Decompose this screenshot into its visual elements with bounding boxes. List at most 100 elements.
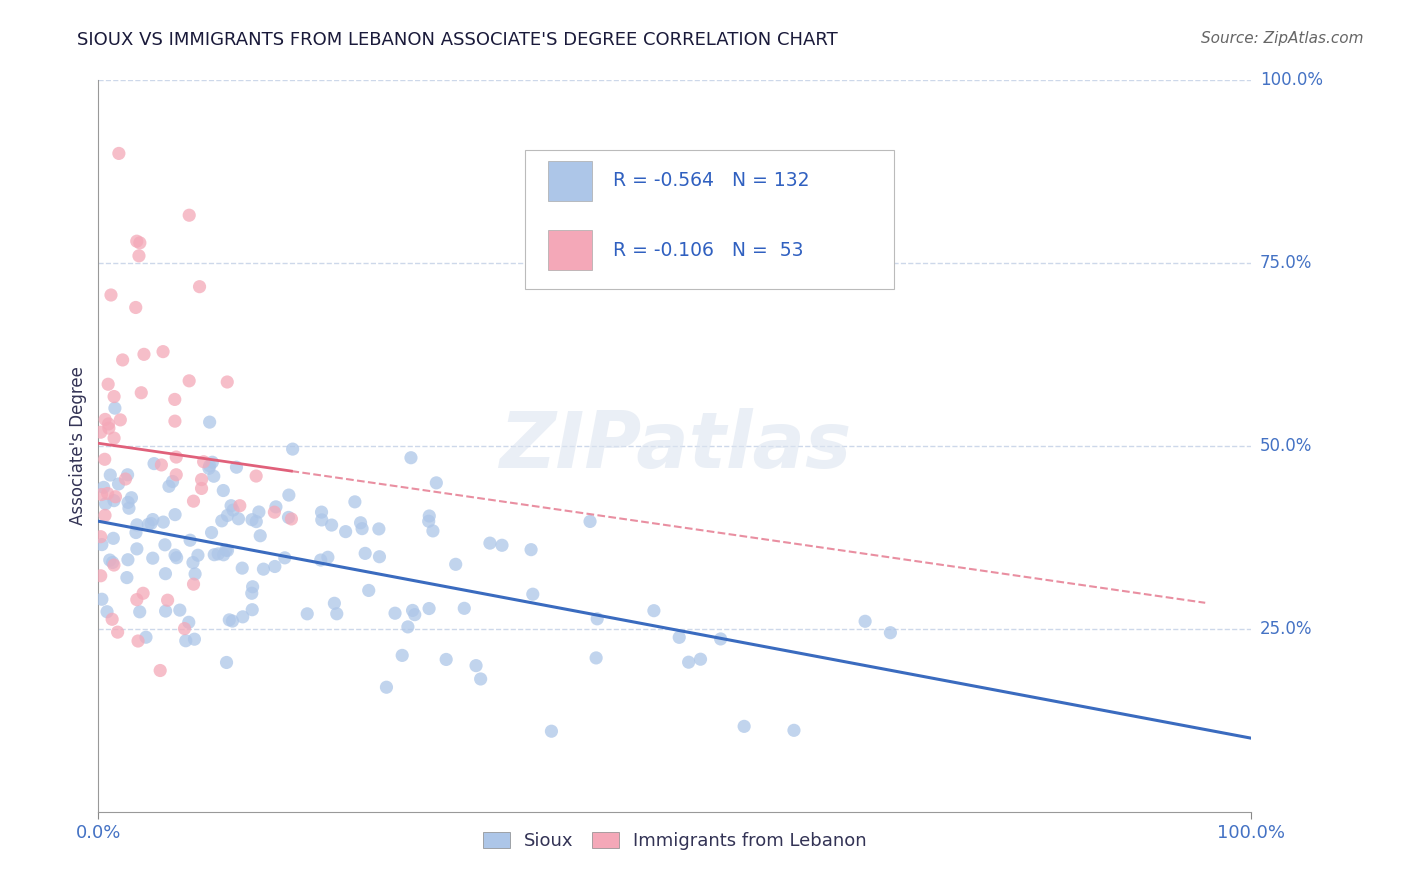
Point: [103, 390, 125, 404]
Point: [335, 524, 357, 539]
Point: [349, 516, 371, 530]
Point: [710, 632, 733, 646]
Point: [117, 552, 139, 566]
Point: [103, 431, 125, 445]
Text: R = -0.564   N = 132: R = -0.564 N = 132: [613, 171, 808, 190]
Point: [491, 538, 513, 552]
Point: [90, 425, 112, 440]
Point: [135, 630, 157, 644]
Point: [853, 615, 876, 629]
Point: [128, 605, 150, 619]
Point: [228, 512, 250, 526]
Point: [215, 543, 238, 558]
Point: [579, 515, 602, 529]
Point: [207, 547, 229, 561]
Point: [309, 553, 332, 567]
Point: [128, 249, 150, 263]
Point: [425, 475, 447, 490]
Point: [201, 455, 224, 469]
Point: [264, 500, 287, 514]
Point: [783, 723, 806, 738]
Point: [277, 488, 299, 502]
Point: [311, 513, 333, 527]
Point: [165, 467, 187, 482]
Point: [465, 658, 488, 673]
Point: [101, 612, 124, 626]
Point: [240, 586, 263, 600]
Point: [401, 603, 423, 617]
Text: 25.0%: 25.0%: [1260, 620, 1312, 638]
Point: [108, 146, 131, 161]
Point: [225, 460, 247, 475]
Point: [129, 385, 152, 400]
Point: [157, 479, 180, 493]
Text: 100.0%: 100.0%: [1260, 71, 1323, 89]
Point: [188, 279, 211, 293]
Point: [643, 604, 665, 618]
Point: [217, 508, 239, 523]
Point: [114, 472, 136, 486]
Point: [274, 550, 297, 565]
Point: [240, 513, 263, 527]
Point: [155, 566, 177, 581]
Point: [193, 455, 215, 469]
Point: [179, 374, 201, 388]
Point: [240, 603, 263, 617]
Point: [418, 508, 440, 523]
Text: SIOUX VS IMMIGRANTS FROM LEBANON ASSOCIATE'S DEGREE CORRELATION CHART: SIOUX VS IMMIGRANTS FROM LEBANON ASSOCIA…: [77, 31, 838, 49]
Point: [117, 467, 139, 482]
Y-axis label: Associate's Degree: Associate's Degree: [69, 367, 87, 525]
Point: [93, 480, 115, 494]
Point: [94, 497, 117, 511]
Point: [125, 517, 148, 532]
Text: ZIPatlas: ZIPatlas: [499, 408, 851, 484]
Point: [97, 377, 120, 392]
Text: 75.0%: 75.0%: [1260, 254, 1312, 272]
Point: [107, 477, 129, 491]
Point: [118, 501, 141, 516]
Point: [242, 580, 264, 594]
Point: [93, 452, 115, 467]
Point: [183, 494, 205, 508]
Point: [212, 548, 235, 562]
Point: [115, 571, 138, 585]
Point: [367, 522, 389, 536]
Point: [404, 607, 426, 622]
Point: [368, 549, 391, 564]
Point: [245, 515, 267, 529]
Point: [163, 392, 186, 407]
Point: [128, 235, 150, 250]
Point: [110, 413, 132, 427]
Point: [470, 672, 492, 686]
Point: [125, 541, 148, 556]
Point: [478, 536, 501, 550]
Point: [183, 632, 205, 647]
Point: [103, 532, 125, 546]
Point: [229, 499, 252, 513]
Point: [678, 655, 700, 669]
Point: [104, 401, 127, 416]
Point: [357, 583, 380, 598]
Point: [668, 631, 690, 645]
Point: [252, 562, 274, 576]
Point: [153, 538, 176, 552]
Point: [585, 651, 607, 665]
Point: [90, 568, 112, 582]
Point: [354, 546, 377, 560]
Point: [190, 473, 212, 487]
Point: [198, 458, 221, 473]
Point: [125, 234, 148, 248]
Point: [444, 558, 467, 572]
Point: [104, 490, 127, 504]
Point: [125, 301, 148, 315]
Point: [94, 412, 117, 426]
Point: [218, 613, 240, 627]
Point: [352, 522, 374, 536]
Point: [169, 603, 191, 617]
Point: [247, 505, 270, 519]
Point: [125, 592, 148, 607]
Point: [202, 469, 225, 483]
Point: [217, 543, 239, 558]
Point: [90, 530, 112, 544]
Point: [384, 606, 406, 620]
